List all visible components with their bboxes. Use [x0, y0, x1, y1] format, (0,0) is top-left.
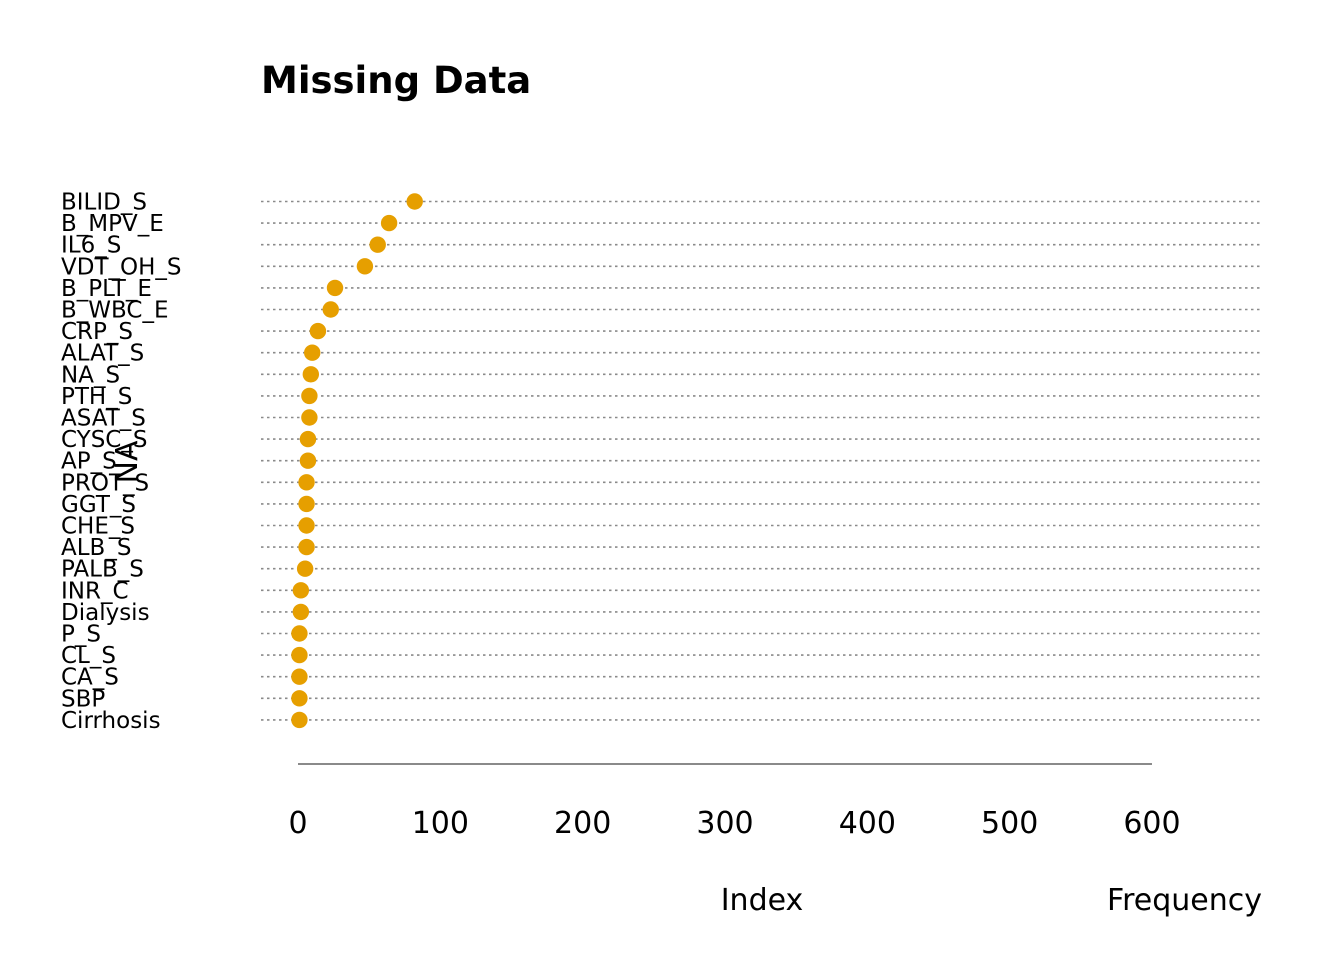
data-point — [291, 690, 308, 707]
data-point — [299, 452, 317, 469]
category-label: BILID_S — [61, 190, 147, 216]
x-tick-label: 200 — [554, 806, 611, 841]
category-labels: BILID_SB_MPV_EIL6_SVDT_OH_SB_PLT_EB_WBC_… — [61, 190, 182, 734]
x-tick-label: 0 — [288, 806, 307, 841]
category-label: P_S — [61, 622, 101, 648]
data-point — [301, 409, 318, 426]
category-label: VDT_OH_S — [61, 254, 182, 280]
chart-title: Missing Data — [261, 59, 531, 102]
category-label: CRP_S — [61, 319, 133, 345]
x-tick-label: 600 — [1123, 806, 1180, 841]
data-point — [356, 258, 374, 275]
data-points — [291, 193, 423, 729]
category-label: ALAT_S — [61, 341, 144, 367]
data-point — [309, 322, 327, 340]
category-label: Cirrhosis — [61, 708, 161, 734]
category-label: IL6_S — [61, 233, 121, 259]
x-tick-label: 100 — [412, 806, 469, 841]
category-label: CA_S — [61, 665, 119, 691]
y-axis-title: NA — [110, 440, 145, 483]
data-point — [291, 625, 308, 642]
category-label: CYSC_S — [61, 427, 147, 453]
x-tick-label: 300 — [696, 806, 753, 841]
category-label: PTH_S — [61, 384, 132, 410]
data-point — [380, 214, 398, 232]
data-point — [296, 560, 314, 577]
data-point — [291, 646, 308, 664]
category-label: AP_S — [61, 449, 117, 475]
category-label: B_PLT_E — [61, 276, 152, 302]
category-label: B_MPV_E — [61, 211, 164, 237]
data-point — [326, 279, 344, 297]
data-point — [322, 301, 339, 318]
guide-lines — [261, 200, 1263, 721]
data-point — [302, 366, 320, 383]
x-axis-title: Index — [721, 883, 804, 918]
category-label: PROT_S — [61, 470, 149, 496]
x-tick-label: 400 — [839, 806, 896, 841]
data-point — [298, 474, 315, 491]
category-label: NA_S — [61, 362, 120, 388]
data-point — [298, 495, 315, 513]
category-label: ASAT_S — [61, 406, 146, 432]
category-label: PALB_S — [61, 557, 144, 583]
data-point — [298, 517, 315, 534]
category-label: Dialysis — [61, 600, 150, 626]
data-point — [291, 668, 308, 685]
data-point — [298, 538, 315, 556]
data-point — [301, 387, 318, 405]
data-point — [292, 582, 310, 599]
x-tick-label: 500 — [981, 806, 1038, 841]
category-label: B_WBC_E — [61, 298, 169, 324]
category-label: CHE_S — [61, 514, 135, 540]
data-point — [369, 236, 386, 253]
data-point — [304, 344, 321, 361]
x-tick-labels: 0 100 200 300 400 500 600 — [288, 806, 1180, 841]
x-axis-note: Frequency — [1107, 883, 1262, 918]
category-label: SBP — [61, 686, 105, 712]
category-label: CL_S — [61, 643, 116, 669]
category-label: INR_C — [61, 578, 129, 604]
data-point — [292, 603, 310, 621]
category-label: ALB_S — [61, 535, 131, 561]
data-point — [406, 193, 423, 210]
category-label: GGT_S — [61, 492, 136, 518]
data-point — [291, 711, 308, 729]
data-point — [299, 430, 317, 448]
